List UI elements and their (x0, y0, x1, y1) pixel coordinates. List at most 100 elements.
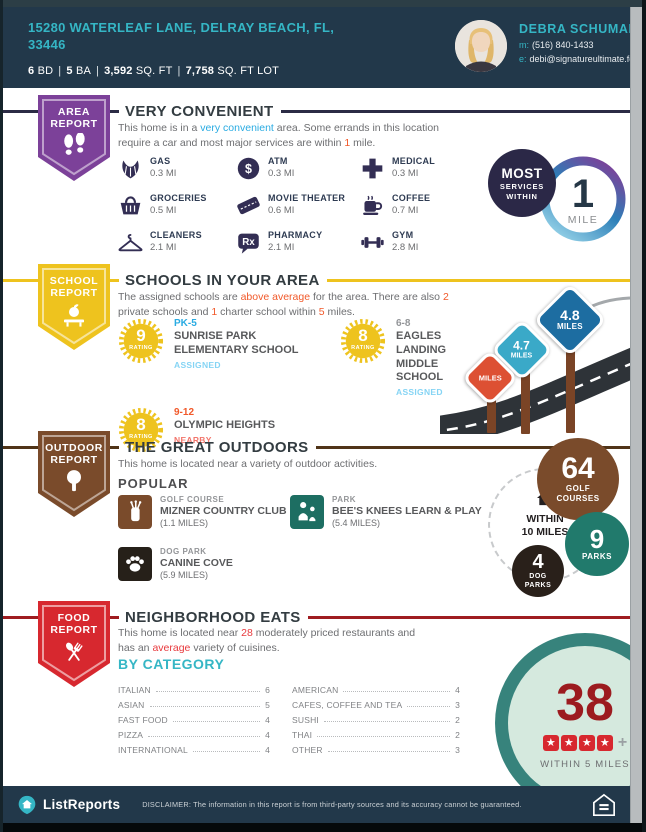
dotted-leader (192, 751, 261, 752)
outdoor-section-title: THE GREAT OUTDOORS (125, 439, 309, 456)
school-item: 8 RATING 9-12 OLYMPIC HEIGHTS NEARBY (118, 407, 340, 453)
email-prefix: e: (519, 54, 527, 64)
star-icon: ★ (596, 734, 613, 751)
amenity-item: MEDICAL 0.3 MI (360, 156, 464, 181)
outdoor-description: This home is located near a variety of o… (118, 458, 378, 470)
outdoor-item: PARK BEE'S KNEES LEARN & PLAY (5.4 MILES… (290, 495, 488, 529)
school-title-row: SCHOOLS IN YOUR AREA (110, 270, 630, 291)
outdoor-title-row: THE GREAT OUTDOORS (110, 437, 630, 458)
title-dash (110, 616, 119, 619)
gauge-unit: MILE (567, 214, 599, 226)
category-column-right: AMERICAN 4 CAFES, COFFEE AND TEA 3 SUSHI 2 … (292, 680, 460, 755)
address-line2: 33446 (28, 36, 66, 52)
by-category-heading: BY CATEGORY (118, 656, 225, 672)
category-row: PIZZA 4 (118, 730, 270, 740)
agent-info: DEBRA SCHUMAN m: (516) 840-1433 e: debi@si… (519, 22, 642, 64)
category-row: INTERNATIONAL 4 (118, 745, 270, 755)
agent-email: e: debi@signatureultimate.fom (519, 54, 642, 64)
school-status: ASSIGNED (396, 387, 443, 397)
category-table: ITALIAN 6 ASIAN 5 FAST FOOD 4 PIZZA 4 INTERN… (118, 680, 460, 755)
footprints-icon (38, 133, 110, 158)
category-row: OTHER 3 (292, 745, 460, 755)
outdoor-report-badge: OUTDOOR REPORT (38, 431, 110, 519)
badge-label: REPORT (50, 624, 98, 636)
outdoor-section-line-left (3, 446, 39, 449)
area-report-badge: AREA REPORT (38, 95, 110, 183)
dotted-leader (148, 736, 261, 737)
area-description: This home is in a very convenient area. … (118, 121, 470, 151)
lot-value: 7,758 (185, 65, 215, 77)
shell-gas-icon (122, 160, 139, 179)
services-gauge-label: MOST SERVICES WITHIN (488, 149, 556, 217)
school-grades: 6-8 (396, 318, 411, 329)
school-item: 9 RATING PK-5 SUNRISE PARK ELEMENTARY SCH… (118, 318, 340, 397)
category-row: THAI 2 (292, 730, 460, 740)
dog-parks-count-circle: 4 DOG PARKS (512, 545, 564, 597)
sign-post (487, 396, 496, 433)
listreports-logo: ListReports (17, 795, 120, 815)
badge-label: SCHOOL (49, 275, 99, 287)
school-grades: PK-5 (174, 318, 197, 329)
dotted-leader (149, 706, 261, 707)
desc-highlight: 1 (344, 137, 351, 150)
baths-label: BA (75, 65, 92, 77)
food-section-title: NEIGHBORHOOD EATS (125, 609, 301, 626)
school-report-badge: SCHOOL REPORT (38, 264, 110, 352)
summary-caption: WITHIN 5 MILES (540, 758, 630, 770)
tree-icon (38, 469, 110, 493)
school-section-rule (326, 279, 630, 282)
sign-post (566, 345, 575, 433)
page-edge-bottom (0, 823, 646, 832)
golf-count-circle: 64 GOLF COURSES (537, 438, 619, 520)
stat-separator: | (58, 65, 62, 77)
restaurant-summary-circle: 38 ★ ★ ★ ★ + WITHIN 5 MILES (495, 633, 646, 813)
badge-shield (38, 95, 110, 181)
school-list: 9 RATING PK-5 SUNRISE PARK ELEMENTARY SCH… (118, 318, 488, 453)
outdoor-item: GOLF COURSE MIZNER COUNTRY CLUB (1.1 MIL… (118, 495, 290, 529)
category-column-left: ITALIAN 6 ASIAN 5 FAST FOOD 4 PIZZA 4 INTERN… (118, 680, 270, 755)
school-description: The assigned schools are above average f… (118, 291, 449, 319)
agent-avatar (455, 20, 507, 72)
dotted-leader (323, 721, 451, 722)
badge-shield (38, 601, 110, 687)
phone-number: (516) 840-1433 (532, 40, 594, 50)
beds-value: 6 (28, 65, 35, 77)
area-title-row: VERY CONVENIENT (110, 101, 630, 122)
badge-label: REPORT (50, 287, 98, 299)
agent-avatar-image (455, 20, 507, 72)
school-grades: 9-12 (174, 407, 195, 418)
outdoor-section-rule (315, 446, 630, 449)
page-edge-right (630, 0, 642, 823)
school-status: ASSIGNED (174, 359, 221, 370)
desc-text: area. Some errands in this location requ… (118, 122, 440, 150)
agent-phone: m: (516) 840-1433 (519, 40, 642, 50)
radius-label: WITHIN 10 MILES (505, 490, 585, 539)
plus-sign: + (617, 733, 628, 751)
star-icon: ★ (578, 734, 595, 751)
category-row: ASIAN 5 (118, 700, 270, 710)
area-section-rule (280, 110, 630, 113)
food-section-rule (307, 616, 630, 619)
paw-icon (118, 547, 152, 581)
property-stats: 6 BD | 5 BA | 3,592 SQ. FT | 7,758 SQ. FT LOT (28, 65, 279, 77)
rating-stars: ★ ★ ★ ★ + (542, 733, 628, 752)
badge-label: REPORT (50, 118, 98, 130)
title-dash (110, 110, 119, 113)
amenity-item: CLEANERS 2.1 MI (118, 230, 236, 255)
page-edge-left (0, 0, 3, 832)
dumbbell-icon (361, 237, 384, 248)
stat-separator: | (177, 65, 181, 77)
category-row: SUSHI 2 (292, 715, 460, 725)
school-name: EAGLES LANDING MIDDLE SCHOOL (396, 330, 447, 384)
page-edge-right-dark (642, 0, 646, 832)
rating-starburst: 9 RATING (118, 318, 164, 364)
amenity-item: COFFEE 0.7 MI (360, 193, 464, 218)
address-line1: 15280 WATERLEAF LANE, DELRAY BEACH, FL, (28, 20, 335, 35)
outdoor-item-grid: GOLF COURSE MIZNER COUNTRY CLUB (1.1 MIL… (118, 495, 488, 581)
svg-text:Rx: Rx (242, 237, 255, 248)
restaurant-summary-inner: 38 ★ ★ ★ ★ + WITHIN 5 MILES (508, 646, 646, 800)
desc-highlight: very convenient (200, 122, 274, 134)
school-section-title: SCHOOLS IN YOUR AREA (125, 272, 320, 289)
amenity-item: GYM 2.8 MI (360, 230, 464, 255)
food-description: This home is located near 28 moderately … (118, 627, 416, 655)
